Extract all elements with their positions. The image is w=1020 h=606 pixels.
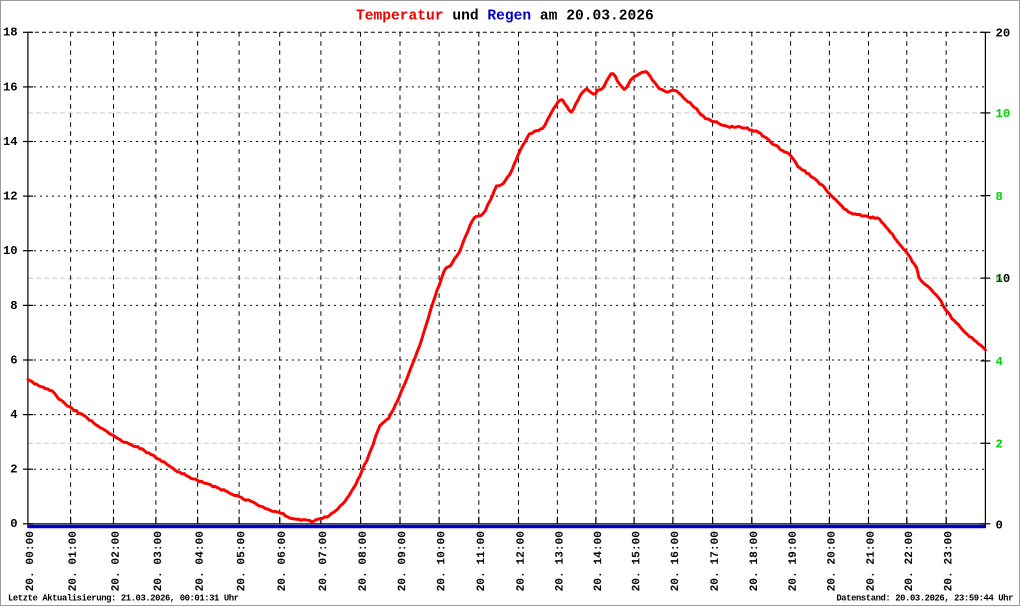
svg-text:20. 15:00: 20. 15:00 — [631, 531, 643, 592]
svg-text:10: 10 — [996, 272, 1011, 286]
svg-text:6: 6 — [10, 353, 17, 367]
svg-text:8: 8 — [10, 299, 17, 313]
svg-text:20. 04:00: 20. 04:00 — [195, 531, 207, 592]
svg-text:6: 6 — [996, 272, 1003, 286]
svg-text:Letzte Aktualisierung: 21.03.2: Letzte Aktualisierung: 21.03.2026, 00:01… — [8, 594, 239, 604]
svg-text:10: 10 — [996, 107, 1011, 121]
svg-text:20. 14:00: 20. 14:00 — [593, 531, 605, 592]
svg-text:20. 23:00: 20. 23:00 — [943, 531, 955, 592]
svg-text:20. 00:00: 20. 00:00 — [25, 531, 37, 592]
svg-text:20. 10:00: 20. 10:00 — [436, 531, 448, 592]
svg-text:2: 2 — [996, 438, 1003, 452]
svg-text:20. 21:00: 20. 21:00 — [866, 531, 878, 592]
svg-text:0: 0 — [996, 519, 1003, 533]
svg-text:20. 17:00: 20. 17:00 — [710, 531, 722, 592]
svg-text:20: 20 — [996, 27, 1011, 41]
svg-text:20. 16:00: 20. 16:00 — [670, 531, 682, 592]
svg-text:20. 11:00: 20. 11:00 — [476, 531, 488, 592]
svg-text:20. 02:00: 20. 02:00 — [111, 531, 123, 592]
svg-text:20. 06:00: 20. 06:00 — [277, 531, 289, 592]
svg-text:20. 20:00: 20. 20:00 — [827, 531, 839, 592]
svg-text:20. 09:00: 20. 09:00 — [397, 531, 409, 592]
svg-text:20. 18:00: 20. 18:00 — [749, 531, 761, 592]
svg-text:12: 12 — [3, 190, 18, 204]
svg-text:Datenstand: 20.03.2026, 23:59:: Datenstand: 20.03.2026, 23:59:44 Uhr — [836, 594, 1013, 604]
svg-text:20. 12:00: 20. 12:00 — [516, 531, 528, 592]
svg-text:20. 22:00: 20. 22:00 — [904, 531, 916, 592]
svg-text:16: 16 — [3, 80, 18, 94]
svg-text:8: 8 — [996, 190, 1003, 204]
svg-text:10: 10 — [3, 244, 18, 258]
svg-text:0: 0 — [10, 517, 17, 531]
svg-text:20. 05:00: 20. 05:00 — [236, 531, 248, 592]
svg-text:20. 08:00: 20. 08:00 — [358, 531, 370, 592]
svg-text:20. 13:00: 20. 13:00 — [555, 531, 567, 592]
svg-text:20. 19:00: 20. 19:00 — [788, 531, 800, 592]
svg-text:2: 2 — [10, 463, 17, 477]
svg-text:4: 4 — [10, 408, 17, 422]
svg-text:20. 03:00: 20. 03:00 — [153, 531, 165, 592]
svg-text:Temperatur und Regen am 20.03.: Temperatur und Regen am 20.03.2026 — [356, 9, 654, 25]
svg-text:18: 18 — [3, 26, 18, 40]
svg-text:14: 14 — [3, 135, 18, 149]
svg-text:20. 01:00: 20. 01:00 — [68, 531, 80, 592]
svg-text:4: 4 — [996, 355, 1003, 369]
svg-text:20. 07:00: 20. 07:00 — [318, 531, 330, 592]
